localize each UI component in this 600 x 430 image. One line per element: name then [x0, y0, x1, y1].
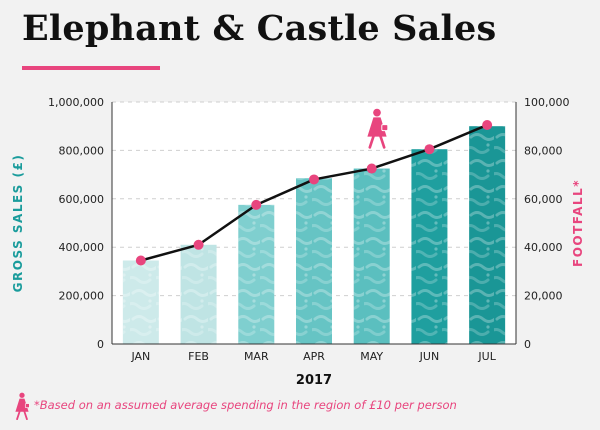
walking-woman-icon [15, 392, 30, 420]
x-tick-label: APR [303, 350, 325, 363]
y-tick-label-right: 80,000 [524, 144, 563, 157]
y-tick-label-right: 20,000 [524, 290, 563, 303]
y-tick-label-left: 800,000 [59, 144, 105, 157]
bar-pattern [238, 204, 275, 344]
footfall-point [135, 255, 146, 266]
x-tick-label: FEB [188, 350, 209, 363]
x-tick-label: JUN [419, 350, 440, 363]
x-tick-label: JAN [130, 350, 150, 363]
y-tick-label-left: 200,000 [59, 290, 105, 303]
bar-pattern [353, 168, 390, 344]
bar-pattern [122, 260, 159, 344]
bar-pattern [296, 178, 332, 344]
y-tick-label-right: 40,000 [524, 241, 563, 254]
footfall-point [193, 239, 204, 250]
x-tick-label: MAR [244, 350, 269, 363]
y-axis-title-right: FOOTFALL* [571, 179, 585, 267]
footfall-point [366, 163, 377, 174]
footfall-point [424, 144, 435, 155]
y-tick-label-left: 600,000 [59, 193, 105, 206]
bar-pattern [180, 244, 217, 344]
x-tick-label: MAY [360, 350, 383, 363]
x-tick-label: JUL [477, 350, 496, 363]
y-tick-label-right: 100,000 [524, 96, 570, 109]
bar-pattern [469, 126, 506, 344]
y-axis-title-left: GROSS SALES (£) [11, 154, 25, 293]
footfall-point [251, 199, 262, 210]
y-tick-label-right: 0 [524, 338, 531, 351]
x-axis-title: 2017 [296, 373, 332, 388]
y-tick-label-left: 1,000,000 [48, 96, 104, 109]
y-tick-label-left: 400,000 [59, 241, 105, 254]
title-underline [22, 66, 160, 70]
y-tick-label-left: 0 [97, 338, 104, 351]
footfall-point [482, 119, 493, 130]
walking-woman-icon [367, 108, 389, 149]
chart-title: Elephant & Castle Sales [22, 8, 497, 49]
bar-pattern [411, 149, 448, 344]
y-tick-label-right: 60,000 [524, 193, 563, 206]
footfall-point [309, 174, 319, 185]
footnote: *Based on an assumed average spending in… [34, 398, 457, 412]
